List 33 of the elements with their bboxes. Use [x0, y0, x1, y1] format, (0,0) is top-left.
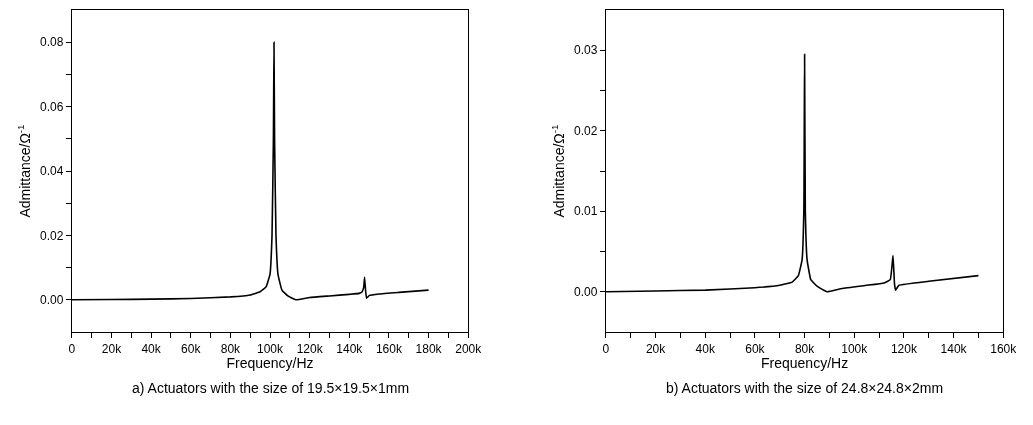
y-tick-label: 0.02: [574, 123, 598, 138]
y-tick-label: 0.06: [39, 99, 64, 114]
x-tick-label: 80k: [794, 341, 816, 356]
y-tick-label: 0.01: [574, 204, 598, 219]
x-tick-label: 0: [68, 341, 76, 356]
y-tick-label: 0.00: [39, 293, 64, 307]
y-tick-label: 0.08: [39, 35, 64, 50]
x-tick-label: 180k: [415, 341, 443, 356]
text: a) Actuators with the size of 19.5×19.5×1mm: [132, 380, 410, 396]
x-tick-label: 160k: [375, 341, 403, 356]
x-tick-label: 160k: [990, 341, 1018, 356]
x-tick-label: 40k: [695, 341, 716, 356]
x-tick-label: 140k: [336, 341, 364, 356]
x-tick-label: 120k: [890, 341, 918, 356]
x-axis-title: Frequency/Hz: [226, 355, 314, 372]
x-tick-label: 60k: [181, 341, 202, 356]
text: b) Actuators with the size of 24.8×24.8×2mm: [666, 380, 944, 396]
x-tick-label: 100k: [841, 341, 869, 356]
y-tick-label: 0.03: [574, 43, 598, 58]
x-tick-label: 80k: [220, 341, 242, 356]
x-tick-label: 20k: [645, 341, 667, 356]
x-tick-label: 0: [602, 341, 610, 356]
x-tick-label: 120k: [296, 341, 324, 356]
x-axis-title: Frequency/Hz: [761, 355, 849, 372]
x-tick-label: 200k: [455, 341, 483, 356]
y-tick-label: 0.00: [574, 284, 598, 299]
y-tick-label: 0.04: [39, 164, 64, 179]
x-tick-label: 20k: [101, 341, 123, 356]
x-tick-label: 100k: [257, 341, 285, 356]
x-tick-label: 60k: [745, 341, 766, 356]
x-tick-label: 140k: [940, 341, 968, 356]
y-tick-label: 0.02: [39, 228, 64, 243]
x-tick-label: 40k: [141, 341, 162, 356]
